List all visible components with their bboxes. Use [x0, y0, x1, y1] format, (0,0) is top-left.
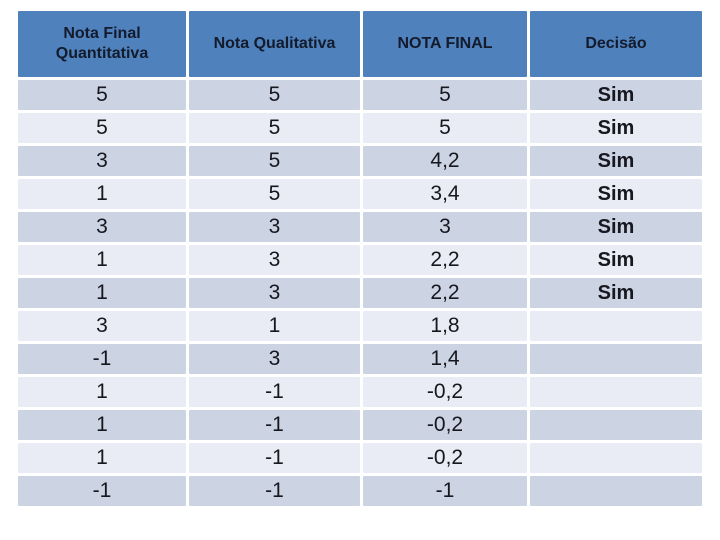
table-cell-decision: Sim [530, 245, 702, 275]
scores-table: Nota Final Quantitativa Nota Qualitativa… [18, 11, 702, 506]
table-cell: 3 [189, 212, 360, 242]
table-cell: -1 [363, 476, 527, 506]
table-cell-decision: Sim [530, 212, 702, 242]
table-cell: -1 [189, 476, 360, 506]
table-cell: 1 [189, 311, 360, 341]
table-cell: -0,2 [363, 443, 527, 473]
table-cell-decision [530, 476, 702, 506]
table-cell: 5 [363, 80, 527, 110]
table-cell: -1 [18, 476, 186, 506]
header-cell-nota-qualitativa: Nota Qualitativa [189, 11, 360, 77]
table-cell-decision: Sim [530, 278, 702, 308]
table-cell: 3 [18, 146, 186, 176]
table-cell: 1 [18, 443, 186, 473]
table-cell-decision [530, 410, 702, 440]
table-cell: 3 [363, 212, 527, 242]
table-cell: 5 [18, 113, 186, 143]
table-cell: 5 [189, 146, 360, 176]
table-cell: 2,2 [363, 245, 527, 275]
table-cell: 1 [18, 245, 186, 275]
table-cell: 4,2 [363, 146, 527, 176]
table-cell: -1 [189, 410, 360, 440]
table-cell: 5 [363, 113, 527, 143]
table-cell-decision: Sim [530, 146, 702, 176]
header-cell-nota-final: NOTA FINAL [363, 11, 527, 77]
table-cell: 3 [189, 344, 360, 374]
table-cell: -1 [189, 377, 360, 407]
table-cell: 5 [189, 179, 360, 209]
table-cell-decision: Sim [530, 113, 702, 143]
table-cell: 1,8 [363, 311, 527, 341]
table-cell: 1 [18, 410, 186, 440]
table-cell: 3 [18, 212, 186, 242]
table-cell-decision [530, 443, 702, 473]
table-cell: 3,4 [363, 179, 527, 209]
table-cell-decision: Sim [530, 80, 702, 110]
table-cell: -0,2 [363, 377, 527, 407]
table-cell: 5 [18, 80, 186, 110]
table-cell: 5 [189, 80, 360, 110]
table-cell: -1 [189, 443, 360, 473]
table-cell: -1 [18, 344, 186, 374]
table-cell: 1 [18, 278, 186, 308]
table-cell: 3 [189, 278, 360, 308]
table-cell: 1,4 [363, 344, 527, 374]
table-cell: 3 [18, 311, 186, 341]
table-cell: 2,2 [363, 278, 527, 308]
table-cell: 3 [189, 245, 360, 275]
header-cell-decisao: Decisão [530, 11, 702, 77]
table-cell: 1 [18, 377, 186, 407]
table-cell: 5 [189, 113, 360, 143]
table-cell: 1 [18, 179, 186, 209]
table-cell-decision [530, 377, 702, 407]
table-cell: -0,2 [363, 410, 527, 440]
table-cell-decision [530, 344, 702, 374]
table-cell-decision [530, 311, 702, 341]
table-cell-decision: Sim [530, 179, 702, 209]
header-cell-nota-final-quantitativa: Nota Final Quantitativa [18, 11, 186, 77]
